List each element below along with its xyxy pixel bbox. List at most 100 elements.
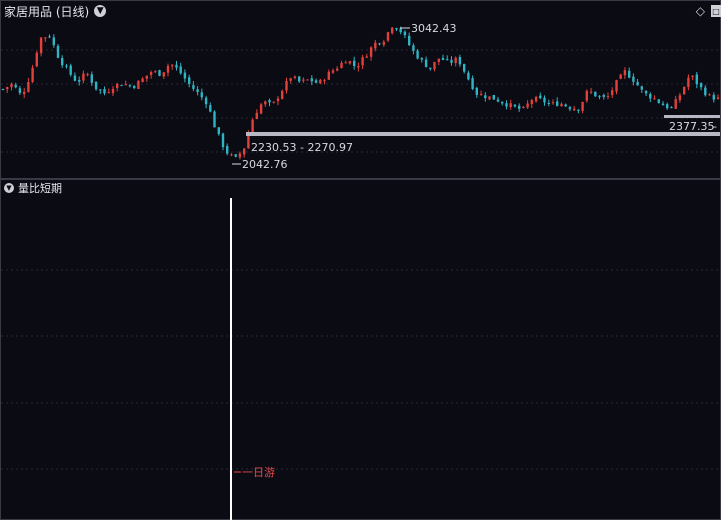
candle-body xyxy=(171,64,174,67)
candle-body xyxy=(141,78,144,82)
candle-body xyxy=(602,95,605,97)
candle-body xyxy=(86,74,89,76)
candle-body xyxy=(1,89,5,90)
candle-body xyxy=(221,133,225,148)
candle-body xyxy=(327,71,330,80)
candle-body xyxy=(530,100,533,105)
candle-body xyxy=(44,37,47,39)
candle-body xyxy=(513,104,517,107)
candle-body xyxy=(437,58,440,62)
main-gridlines xyxy=(1,49,720,153)
candle-body xyxy=(420,58,423,60)
candle-body xyxy=(69,65,72,75)
candle-body xyxy=(666,104,669,109)
candle-body xyxy=(691,75,694,78)
candle-body xyxy=(128,85,132,87)
candle-body xyxy=(103,89,106,94)
candle-body xyxy=(247,133,250,149)
candle-body xyxy=(636,81,639,86)
candle-body xyxy=(399,28,402,33)
candle-body xyxy=(200,92,203,98)
candle-body xyxy=(65,65,68,67)
candle-body xyxy=(623,70,627,76)
candle-body xyxy=(547,103,550,104)
candle-body xyxy=(598,95,601,97)
candle-body xyxy=(251,119,254,135)
candle-body xyxy=(116,83,119,88)
candle-body xyxy=(403,31,407,36)
candle-body xyxy=(475,87,478,95)
window-icon[interactable]: □ xyxy=(711,5,721,17)
candle-body xyxy=(48,36,51,38)
candle-body xyxy=(560,103,563,107)
candle-body xyxy=(23,91,26,95)
candle-body xyxy=(323,80,326,82)
candle-body xyxy=(285,81,288,91)
candle-body xyxy=(243,148,246,155)
candle-body xyxy=(501,101,504,104)
candle-body xyxy=(594,91,597,97)
candle-body xyxy=(154,71,157,73)
candle-body xyxy=(479,94,483,96)
candle-body xyxy=(450,59,453,63)
candle-body xyxy=(259,104,263,114)
candle-body xyxy=(374,42,377,49)
candle-body xyxy=(539,95,542,99)
candle-body xyxy=(416,50,419,59)
diamond-icon[interactable]: ◇ xyxy=(695,4,705,18)
candle-body xyxy=(31,67,34,82)
candle-body xyxy=(687,77,690,88)
candle-body xyxy=(386,32,390,41)
candle-body xyxy=(644,90,648,94)
candle-body xyxy=(272,101,275,103)
candle-body xyxy=(378,43,381,45)
candle-body xyxy=(712,94,715,100)
candle-body xyxy=(412,45,415,51)
candle-body xyxy=(653,98,656,100)
candle-body xyxy=(264,101,267,105)
candle-body xyxy=(615,80,618,92)
candle-body xyxy=(336,68,339,71)
range-label: 2230.53 - 2270.97 xyxy=(251,141,353,154)
candle-body xyxy=(145,75,148,79)
candle-body xyxy=(543,97,546,103)
candle-body xyxy=(657,99,660,103)
candle-body xyxy=(99,89,102,91)
sub-gridlines xyxy=(1,269,720,470)
candle-body xyxy=(213,111,216,128)
candle-body xyxy=(522,106,525,108)
candle-body xyxy=(10,83,13,88)
candle-body xyxy=(52,37,55,46)
candle-body xyxy=(589,91,593,93)
candle-body xyxy=(319,79,322,84)
candle-body xyxy=(188,77,191,84)
candle-body xyxy=(226,146,229,154)
candle-body xyxy=(217,127,220,135)
candle-body xyxy=(14,84,17,88)
candle-body xyxy=(179,66,182,74)
candle-series xyxy=(1,26,720,160)
candle-body xyxy=(35,52,38,67)
candle-body xyxy=(632,76,635,82)
candle-body xyxy=(678,95,682,101)
candle-body xyxy=(27,82,30,92)
candle-body xyxy=(293,76,297,78)
candle-body xyxy=(255,112,258,119)
candle-body xyxy=(611,90,614,96)
chevron-down-icon[interactable]: ▼ xyxy=(94,5,107,17)
candle-body xyxy=(120,85,123,87)
candle-body xyxy=(137,80,140,89)
right-level-label: 2377.35 xyxy=(669,120,715,133)
candle-body xyxy=(492,95,495,100)
chevron-down-icon[interactable]: ▼ xyxy=(4,183,14,193)
candle-body xyxy=(683,86,686,95)
candle-body xyxy=(640,86,643,90)
candle-body xyxy=(183,72,187,79)
candle-body xyxy=(564,104,567,107)
candle-body xyxy=(369,47,373,57)
sub-panel-header: ▼ 量比短期 xyxy=(4,181,62,195)
main-panel-header: 家居用品 (日线) ▼ xyxy=(4,3,107,19)
candle-body xyxy=(395,28,398,30)
candle-body xyxy=(94,81,98,90)
